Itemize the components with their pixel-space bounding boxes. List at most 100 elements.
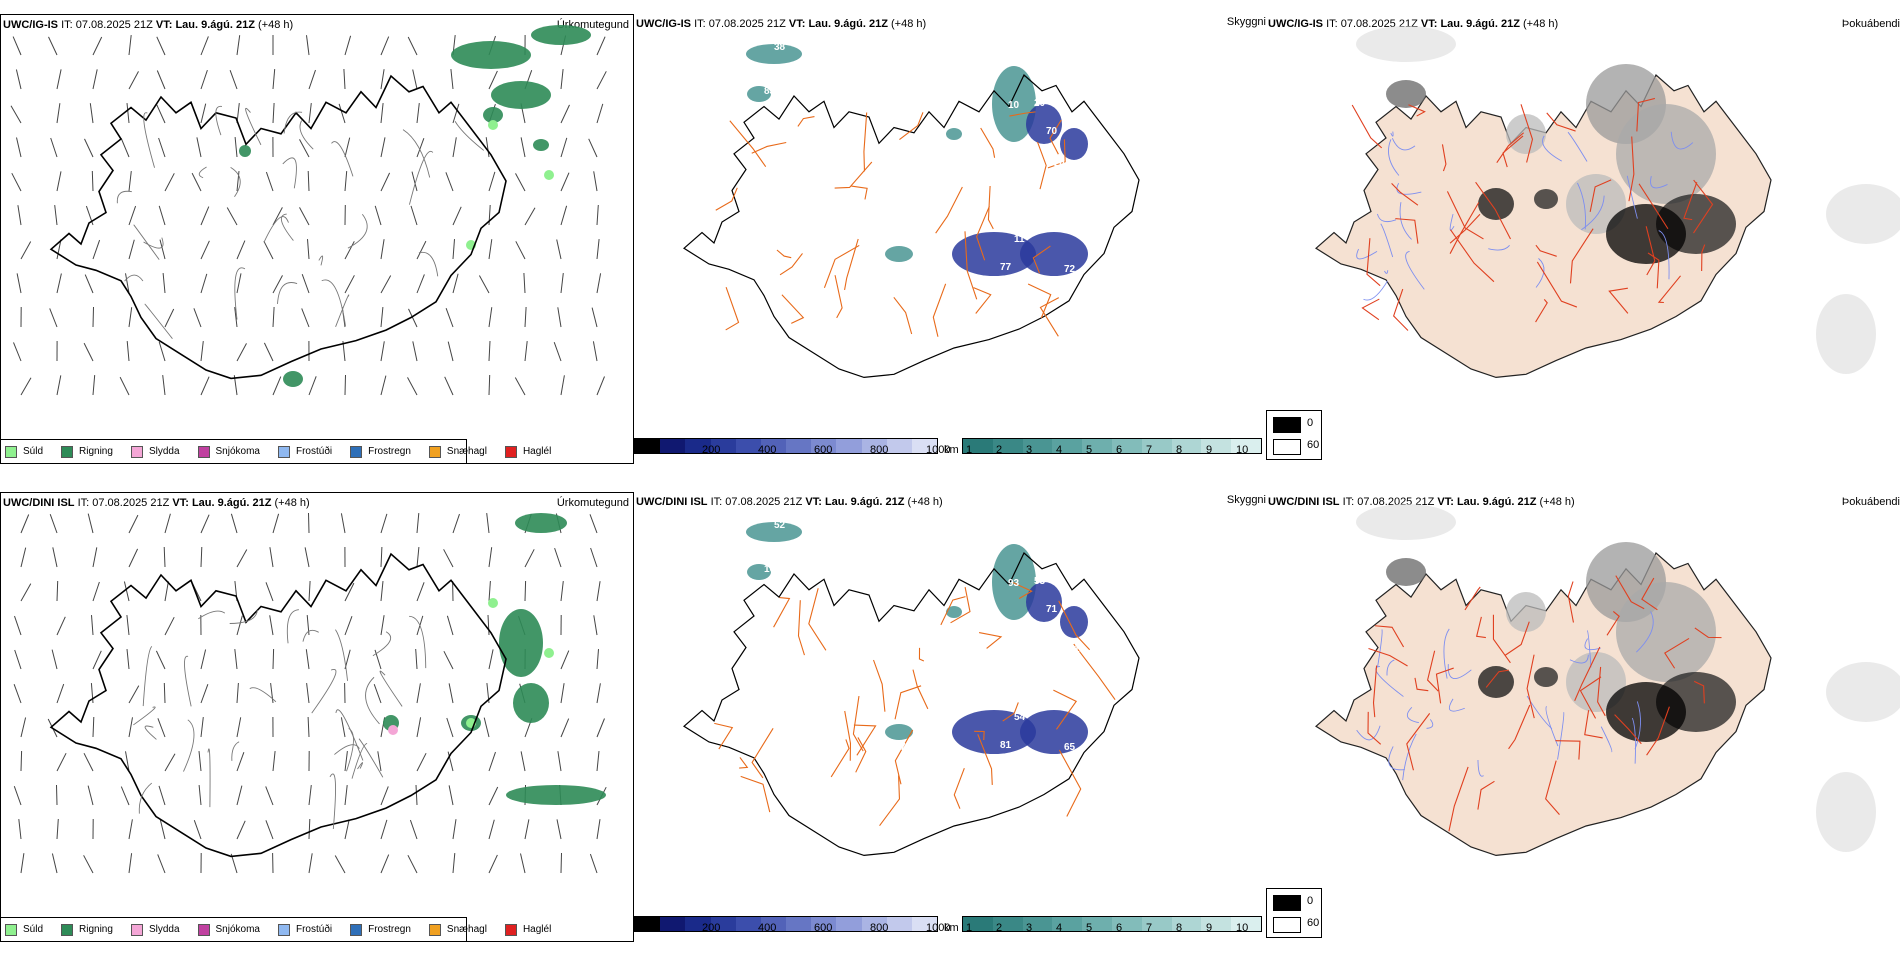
cloud-value-label: 65: [1064, 742, 1076, 753]
fog-panel: UWC/IG-IS IT: 07.08.2025 21Z VT: Lau. 9.…: [1266, 14, 1900, 464]
legend-swatch: [350, 924, 362, 936]
cloudbase-tick: 800: [870, 922, 888, 934]
visibility-tick: 2: [996, 922, 1002, 934]
cloud-value-label: 93: [1008, 578, 1020, 589]
model-row-2: UWC/DINI ISL IT: 07.08.2025 21Z VT: Lau.…: [0, 478, 1900, 956]
precip-legend: Súld Rigning Slydda Snjókoma Frostúði Frostre…: [1, 917, 467, 941]
visibility-tick: 6: [1116, 444, 1122, 456]
legend-label: Frostregn: [368, 924, 411, 935]
legend-swatch: [198, 924, 210, 936]
cloudbase-unit: m: [634, 922, 643, 934]
cloud-value-label: 20: [1034, 98, 1046, 109]
visibility-tick: 4: [1056, 922, 1062, 934]
cloud-value-label: 88: [1014, 276, 1026, 287]
legend-label: Snæhagl: [447, 446, 487, 457]
cloudbase-tick: 400: [758, 444, 776, 456]
precip-legend-item: Snjókoma: [198, 446, 260, 458]
cloud-value-label: 16: [1074, 594, 1086, 605]
cloudbase-tick: 400: [758, 922, 776, 934]
cloud-value-label: 54: [1014, 712, 1026, 723]
visibility-tick: 5: [1086, 922, 1092, 934]
visibility-tick: 7: [1146, 922, 1152, 934]
legend-label: Rigning: [79, 446, 113, 457]
cloud-value-label: 77: [1000, 262, 1012, 273]
precip-legend-item: Haglél: [505, 924, 551, 936]
cloud-value-label: 75: [1044, 280, 1056, 291]
legend-swatch: [198, 446, 210, 458]
precip-legend-item: Haglél: [505, 446, 551, 458]
precip-legend-item: Frostúði: [278, 924, 332, 936]
cloud-value-label: 71: [1046, 604, 1058, 615]
legend-swatch: [61, 924, 73, 936]
visibility-tick: 9: [1206, 444, 1212, 456]
legend-swatch: [429, 446, 441, 458]
legend-label: Snjókoma: [216, 924, 260, 935]
visibility-unit: km: [944, 922, 959, 934]
cloud-value-label: 91: [1074, 116, 1086, 127]
fog-map: [1266, 14, 1900, 464]
visibility-tick: 9: [1206, 922, 1212, 934]
cloud-value-label: 24: [1054, 158, 1066, 169]
legend-swatch: [429, 924, 441, 936]
legend-swatch: [505, 446, 517, 458]
precip-legend-item: Súld: [5, 446, 43, 458]
visibility-tick: 8: [1176, 922, 1182, 934]
legend-label: Frostregn: [368, 446, 411, 457]
precip-legend-item: Frostregn: [350, 924, 411, 936]
legend-swatch: [131, 446, 143, 458]
cloud-value-label: 40: [1092, 146, 1104, 157]
legend-swatch: [131, 924, 143, 936]
cloud-value-label: 107: [1044, 758, 1061, 769]
legend-swatch: [61, 446, 73, 458]
precip-legend-item: Súld: [5, 924, 43, 936]
precip-panel: UWC/IG-IS IT: 07.08.2025 21Z VT: Lau. 9.…: [0, 14, 634, 464]
precip-map: [1, 15, 634, 464]
legend-label: Rigning: [79, 924, 113, 935]
visibility-tick: 6: [1116, 922, 1122, 934]
cloud-value-label: 10: [1008, 100, 1020, 111]
fog-panel: UWC/DINI ISL IT: 07.08.2025 21Z VT: Lau.…: [1266, 492, 1900, 942]
precip-legend-item: Snæhagl: [429, 446, 487, 458]
precip-map: [1, 493, 634, 942]
legend-label: Haglél: [523, 446, 551, 457]
fog-map: [1266, 492, 1900, 942]
cloud-value-label: 6: [1100, 186, 1106, 197]
cloudbase-tick: 600: [814, 922, 832, 934]
precip-legend-item: Rigning: [61, 924, 113, 936]
cloudbase-tick: 200: [702, 922, 720, 934]
cloudbase-tick: 0: [646, 922, 652, 934]
precip-legend-item: Snæhagl: [429, 924, 487, 936]
precip-legend-item: Slydda: [131, 924, 180, 936]
legend-label: Snjókoma: [216, 446, 260, 457]
visibility-unit: km: [944, 444, 959, 456]
legend-label: Frostúði: [296, 446, 332, 457]
cloudbase-tick: 200: [702, 444, 720, 456]
cloud-value-label: 76: [900, 742, 912, 753]
visibility-tick: 3: [1026, 922, 1032, 934]
cloud-value-label: 38: [774, 42, 786, 53]
cloudbase-tick: 800: [870, 444, 888, 456]
visibility-tick: 1: [966, 922, 972, 934]
precip-legend-item: Rigning: [61, 446, 113, 458]
legend-label: Frostúði: [296, 924, 332, 935]
legend-label: Súld: [23, 924, 43, 935]
visibility-tick: 5: [1086, 444, 1092, 456]
visibility-ticks: km 1 2 3 4 5 6 7 8 9 10: [944, 922, 1264, 938]
visibility-tick: 10: [1236, 922, 1248, 934]
cloud-value-label: 10: [1074, 644, 1086, 655]
cloud-value-label: 81: [1000, 740, 1012, 751]
cloud-value-label: 52: [774, 520, 786, 531]
cloud-visibility-panel: UWC/IG-IS IT: 07.08.2025 21Z VT: Lau. 9.…: [634, 14, 1266, 464]
precip-panel: UWC/DINI ISL IT: 07.08.2025 21Z VT: Lau.…: [0, 492, 634, 942]
legend-swatch: [278, 924, 290, 936]
legend-label: Slydda: [149, 446, 180, 457]
cloud-value-label: 77: [1014, 216, 1026, 227]
precip-legend-item: Frostúði: [278, 446, 332, 458]
fog-legend: 0 60: [1266, 410, 1322, 460]
cloud-value-label: 66: [1100, 664, 1112, 675]
cloud-value-label: 93: [1074, 166, 1086, 177]
cloud-value-label: 83: [764, 86, 776, 97]
cloud-value-label: 13: [900, 264, 912, 275]
